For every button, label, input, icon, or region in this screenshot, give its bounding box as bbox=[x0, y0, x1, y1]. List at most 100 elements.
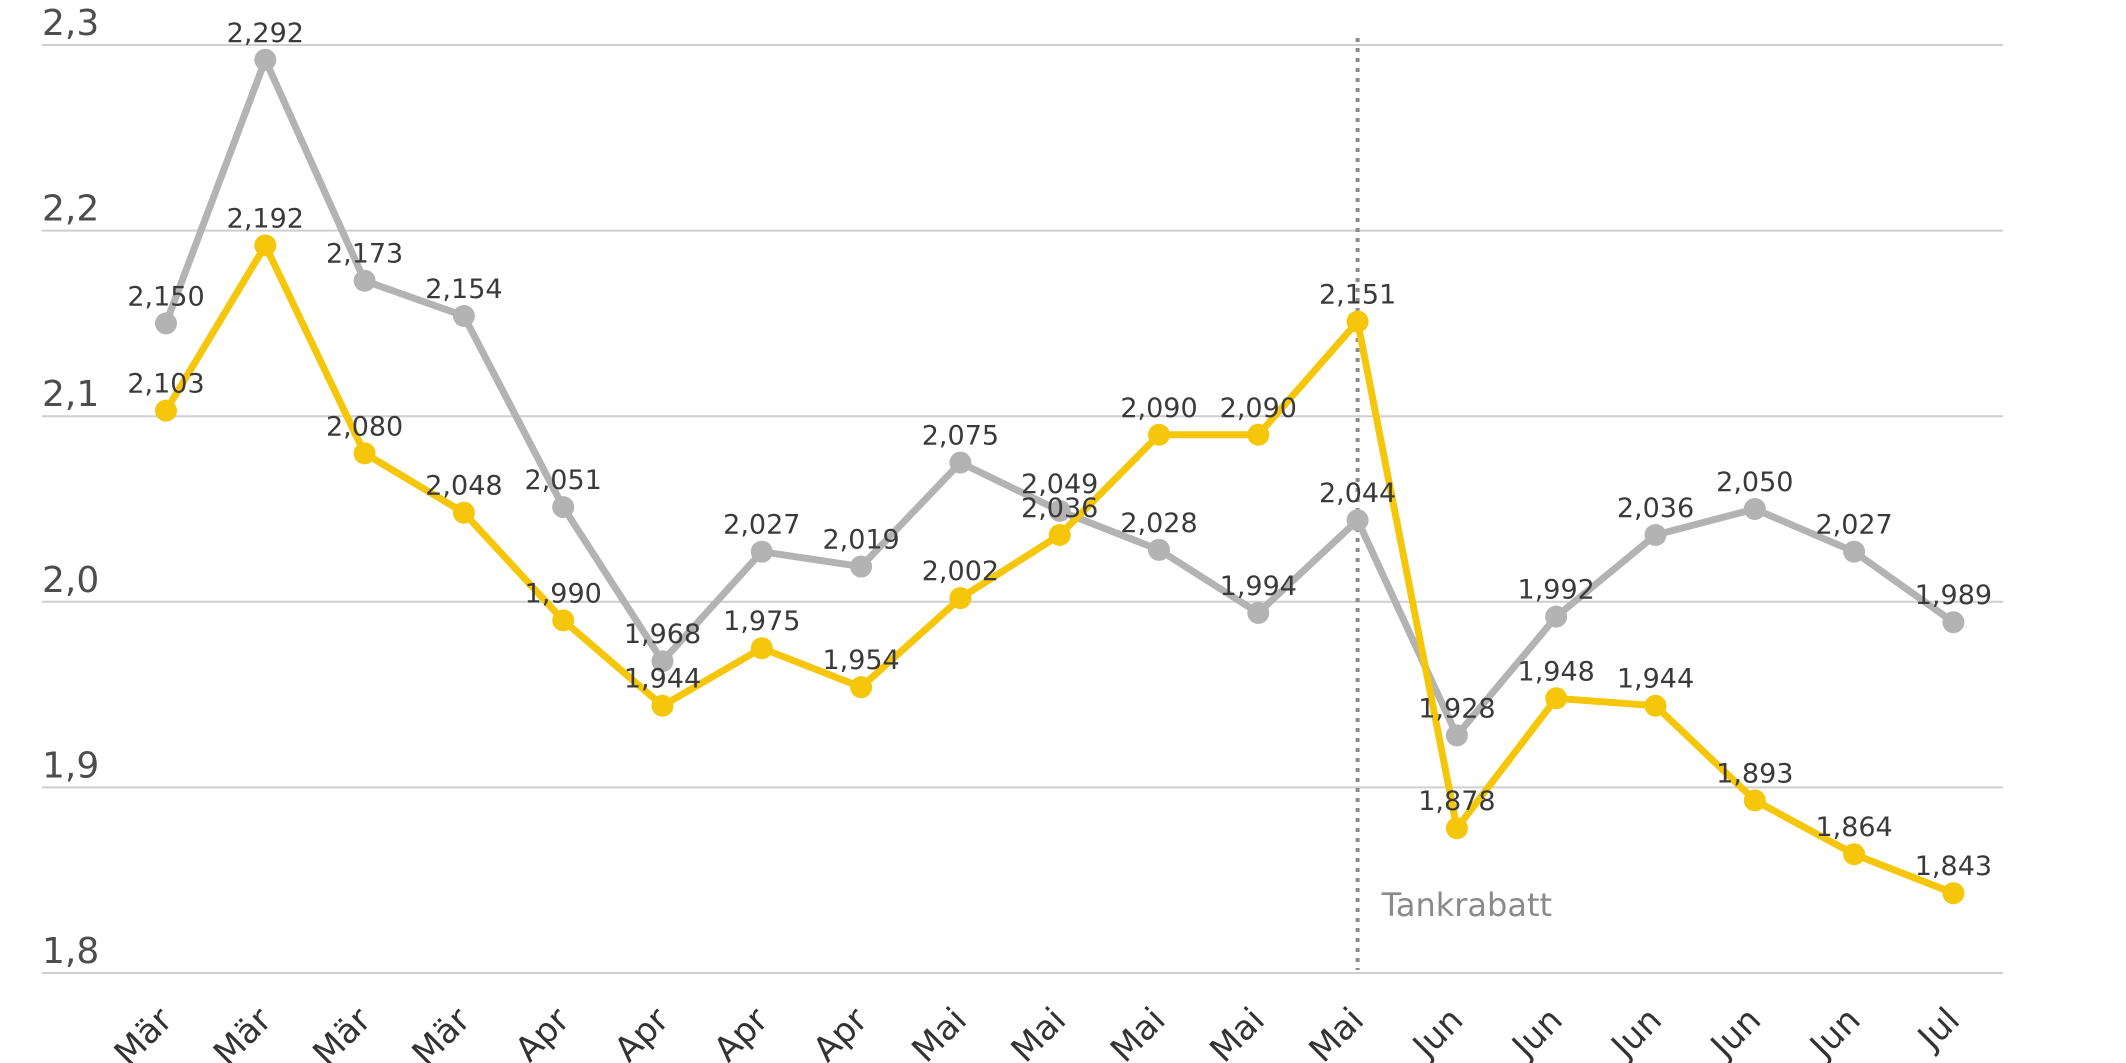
data-point-yellow bbox=[850, 676, 873, 699]
data-label-grey: 1,989 bbox=[1915, 580, 1992, 611]
data-point-grey bbox=[1545, 605, 1568, 628]
data-label-yellow: 1,843 bbox=[1915, 851, 1992, 882]
x-tick-label: Apr bbox=[706, 1000, 776, 1063]
data-point-grey bbox=[1445, 724, 1468, 747]
data-point-grey bbox=[1644, 523, 1667, 546]
data-point-yellow bbox=[1743, 789, 1766, 812]
x-tick-label: Mai bbox=[1103, 1000, 1173, 1063]
data-point-grey bbox=[850, 555, 873, 578]
series-line-yellow bbox=[162, 241, 1957, 897]
x-tick-label: Jun bbox=[1503, 1000, 1570, 1063]
x-tick-label: Mai bbox=[1004, 1000, 1074, 1063]
data-point-grey bbox=[155, 312, 177, 335]
x-tick-label: Apr bbox=[806, 1000, 876, 1063]
data-label-yellow: 1,975 bbox=[723, 606, 800, 637]
data-point-yellow bbox=[1148, 423, 1170, 446]
y-tick-label: 2,0 bbox=[42, 560, 99, 601]
x-tick-label: Jul bbox=[1909, 1000, 1968, 1059]
data-label-yellow: 2,090 bbox=[1220, 393, 1297, 424]
x-tick-label: Apr bbox=[508, 1000, 578, 1063]
data-point-grey bbox=[1048, 499, 1071, 522]
data-point-yellow bbox=[1247, 423, 1270, 446]
data-label-grey: 2,173 bbox=[326, 239, 403, 270]
data-label-yellow: 1,990 bbox=[525, 578, 602, 609]
x-tick-label: Jun bbox=[1702, 1000, 1769, 1063]
data-point-yellow bbox=[1048, 523, 1071, 546]
data-point-yellow bbox=[949, 587, 972, 610]
data-label-grey: 2,044 bbox=[1319, 478, 1396, 509]
y-tick-label: 1,9 bbox=[42, 745, 99, 786]
x-tick-label: Jun bbox=[1801, 1000, 1868, 1063]
data-label-yellow: 1,944 bbox=[624, 664, 701, 695]
data-label-yellow: 1,864 bbox=[1815, 812, 1892, 843]
x-tick-label: Mär bbox=[107, 1000, 181, 1063]
data-point-yellow bbox=[353, 442, 376, 465]
x-tick-label: Mai bbox=[1202, 1000, 1272, 1063]
data-point-grey bbox=[750, 540, 773, 563]
data-label-yellow: 1,948 bbox=[1518, 656, 1595, 687]
data-label-grey: 1,994 bbox=[1220, 571, 1297, 602]
data-point-grey bbox=[452, 304, 475, 327]
tankrabatt-annotation: Tankrabatt bbox=[1381, 886, 1552, 924]
y-tick-label: 2,1 bbox=[42, 374, 99, 415]
data-point-grey bbox=[1843, 540, 1866, 563]
data-label-grey: 2,036 bbox=[1617, 493, 1694, 524]
data-label-yellow: 2,151 bbox=[1319, 280, 1396, 311]
data-point-grey bbox=[949, 451, 972, 474]
y-tick-label: 1,8 bbox=[42, 931, 99, 972]
data-point-yellow bbox=[750, 637, 773, 660]
data-label-grey: 2,028 bbox=[1120, 508, 1197, 539]
data-label-grey: 1,968 bbox=[624, 619, 701, 650]
x-tick-label: Mai bbox=[1302, 1000, 1372, 1063]
data-label-yellow: 2,048 bbox=[425, 471, 502, 502]
data-label-yellow: 2,103 bbox=[127, 369, 204, 400]
x-tick-label: Jun bbox=[1603, 1000, 1670, 1063]
data-point-grey bbox=[1346, 509, 1369, 532]
data-label-yellow: 1,954 bbox=[822, 645, 899, 676]
x-tick-label: Mär bbox=[405, 1000, 479, 1063]
data-label-grey: 1,992 bbox=[1518, 575, 1595, 606]
data-point-yellow bbox=[1843, 843, 1866, 866]
data-label-yellow: 2,090 bbox=[1120, 393, 1197, 424]
data-label-grey: 2,051 bbox=[525, 465, 602, 496]
data-label-grey: 2,075 bbox=[922, 421, 999, 452]
x-tick-label: Mai bbox=[904, 1000, 974, 1063]
data-label-yellow: 1,944 bbox=[1617, 664, 1694, 695]
data-point-yellow bbox=[254, 234, 277, 257]
data-label-grey: 2,292 bbox=[227, 18, 304, 49]
data-label-grey: 2,154 bbox=[425, 274, 502, 305]
data-label-yellow: 2,192 bbox=[227, 203, 304, 234]
data-point-grey bbox=[353, 269, 376, 292]
data-label-grey: 2,049 bbox=[1021, 469, 1098, 500]
x-tick-label: Mär bbox=[305, 1000, 379, 1063]
data-point-grey bbox=[651, 650, 674, 673]
data-point-yellow bbox=[155, 399, 177, 422]
data-label-grey: 2,027 bbox=[723, 510, 800, 541]
data-point-yellow bbox=[1545, 687, 1568, 710]
data-point-grey bbox=[254, 48, 277, 71]
data-point-yellow bbox=[651, 694, 674, 717]
data-label-yellow: 1,893 bbox=[1716, 758, 1793, 789]
data-label-grey: 2,019 bbox=[822, 525, 899, 556]
data-label-yellow: 2,036 bbox=[1021, 493, 1098, 524]
x-tick-label: Jun bbox=[1404, 1000, 1471, 1063]
data-point-grey bbox=[1148, 538, 1170, 561]
data-point-yellow bbox=[1445, 817, 1468, 840]
data-point-yellow bbox=[1942, 882, 1965, 905]
data-point-yellow bbox=[452, 501, 475, 524]
y-tick-label: 2,2 bbox=[42, 189, 99, 230]
data-label-yellow: 2,080 bbox=[326, 411, 403, 442]
data-label-yellow: 2,002 bbox=[922, 556, 999, 587]
data-point-grey bbox=[1743, 498, 1766, 520]
data-point-yellow bbox=[1644, 694, 1667, 717]
data-point-yellow bbox=[1346, 310, 1369, 333]
data-label-grey: 2,027 bbox=[1815, 510, 1892, 541]
x-tick-label: Mär bbox=[206, 1000, 280, 1063]
data-label-yellow: 1,878 bbox=[1418, 786, 1495, 817]
data-point-grey bbox=[1247, 601, 1270, 624]
data-point-grey bbox=[552, 496, 575, 519]
data-label-grey: 2,050 bbox=[1716, 467, 1793, 498]
data-point-grey bbox=[1942, 611, 1965, 634]
series-line-grey bbox=[162, 56, 1957, 739]
